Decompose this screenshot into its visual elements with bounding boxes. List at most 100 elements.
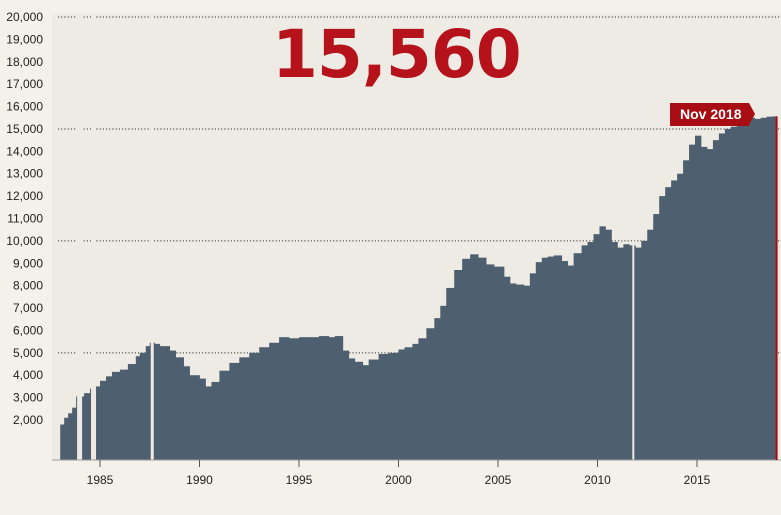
data-bar xyxy=(84,393,91,460)
y-axis: 2,000 3,000 4,000 5,000 6,000 7,000 8,000 9,000… xyxy=(6,10,43,427)
data-bar xyxy=(553,255,563,460)
data-bar xyxy=(462,258,471,460)
data-bar xyxy=(183,366,190,460)
data-bar xyxy=(635,247,642,460)
data-bar xyxy=(454,269,463,460)
x-tick-label: 1990 xyxy=(186,473,213,487)
data-bar xyxy=(328,337,336,460)
data-bar xyxy=(64,417,69,460)
data-bar xyxy=(135,356,141,460)
data-bar xyxy=(60,424,65,460)
y-tick-label: 15,000 xyxy=(6,122,43,136)
data-bar xyxy=(515,284,525,460)
data-bar xyxy=(754,118,762,461)
series-gap xyxy=(77,14,83,460)
data-bar xyxy=(503,276,511,460)
data-bar xyxy=(486,264,495,460)
data-bar xyxy=(689,144,696,460)
data-bar xyxy=(748,117,756,460)
data-bar xyxy=(446,287,455,460)
data-bar xyxy=(229,362,240,460)
data-bar xyxy=(211,381,220,460)
data-bar xyxy=(308,337,320,460)
y-tick-label: 18,000 xyxy=(6,55,43,69)
data-bar xyxy=(100,380,107,460)
data-bar xyxy=(470,254,479,460)
data-bar xyxy=(68,413,73,460)
data-bar xyxy=(498,266,505,460)
data-bar xyxy=(398,349,405,460)
data-bar xyxy=(269,342,280,460)
data-bar xyxy=(599,226,606,460)
y-tick-label: 13,000 xyxy=(6,167,43,181)
data-bar xyxy=(239,357,250,460)
data-bar xyxy=(593,234,600,460)
data-bar xyxy=(127,364,137,460)
y-tick-label: 16,000 xyxy=(6,100,43,114)
data-bar xyxy=(742,121,750,461)
x-tick-label: 2015 xyxy=(684,473,711,487)
x-tick-label: 1995 xyxy=(286,473,313,487)
data-bar xyxy=(478,257,487,460)
data-bar xyxy=(334,336,344,460)
data-bar xyxy=(730,126,738,461)
data-bar xyxy=(529,273,537,460)
x-tick-label: 2005 xyxy=(485,473,512,487)
y-tick-label: 11,000 xyxy=(7,212,43,226)
data-bar xyxy=(766,116,774,460)
gap-lines xyxy=(77,14,635,460)
data-bar xyxy=(623,244,630,460)
x-tick-label: 1985 xyxy=(87,473,114,487)
y-tick-label: 6,000 xyxy=(13,323,43,337)
y-tick-label: 4,000 xyxy=(13,368,43,382)
data-bar xyxy=(605,229,612,460)
y-tick-label: 7,000 xyxy=(13,301,43,315)
x-tick-label: 2000 xyxy=(385,473,412,487)
y-tick-label: 3,000 xyxy=(13,391,43,405)
data-bar xyxy=(677,173,684,460)
y-tick-label: 8,000 xyxy=(13,279,43,293)
data-bar xyxy=(567,265,575,460)
y-tick-label: 5,000 xyxy=(13,346,43,360)
data-bar xyxy=(440,305,447,460)
data-bar xyxy=(581,245,588,460)
data-bar xyxy=(671,180,678,460)
data-bar xyxy=(718,133,726,461)
y-tick-label: 19,000 xyxy=(6,32,43,46)
x-axis: 1985 1990 1995 2000 2005 2010 2015 xyxy=(52,459,781,487)
data-bar xyxy=(412,343,419,460)
data-bar xyxy=(249,352,260,460)
data-bar xyxy=(647,229,654,460)
data-bar xyxy=(318,336,330,460)
y-tick-label: 12,000 xyxy=(6,189,43,203)
series-gap xyxy=(150,14,154,460)
data-bar xyxy=(641,240,648,460)
data-bar xyxy=(535,262,543,460)
data-bar xyxy=(175,357,184,460)
y-tick-label: 17,000 xyxy=(6,77,43,91)
y-tick-label: 2,000 xyxy=(13,413,43,427)
data-bar xyxy=(695,135,702,460)
data-bar xyxy=(159,346,171,460)
data-bar xyxy=(418,338,427,460)
data-bar xyxy=(494,266,499,460)
data-bar xyxy=(736,124,744,460)
data-bar xyxy=(434,318,441,460)
x-tick-label: 2010 xyxy=(584,473,611,487)
data-bar xyxy=(509,283,517,460)
data-bar xyxy=(105,376,113,460)
data-bar xyxy=(348,358,356,460)
y-tick-label: 14,000 xyxy=(6,144,43,158)
data-bar xyxy=(139,352,147,460)
data-bar xyxy=(289,338,300,460)
y-tick-label: 10,000 xyxy=(6,234,43,248)
data-bar xyxy=(404,347,413,460)
data-bar xyxy=(706,149,714,460)
series-gap xyxy=(91,14,97,460)
data-bar xyxy=(683,160,690,461)
data-bar xyxy=(426,328,435,460)
series-gap xyxy=(632,14,635,460)
data-bar xyxy=(388,352,399,460)
